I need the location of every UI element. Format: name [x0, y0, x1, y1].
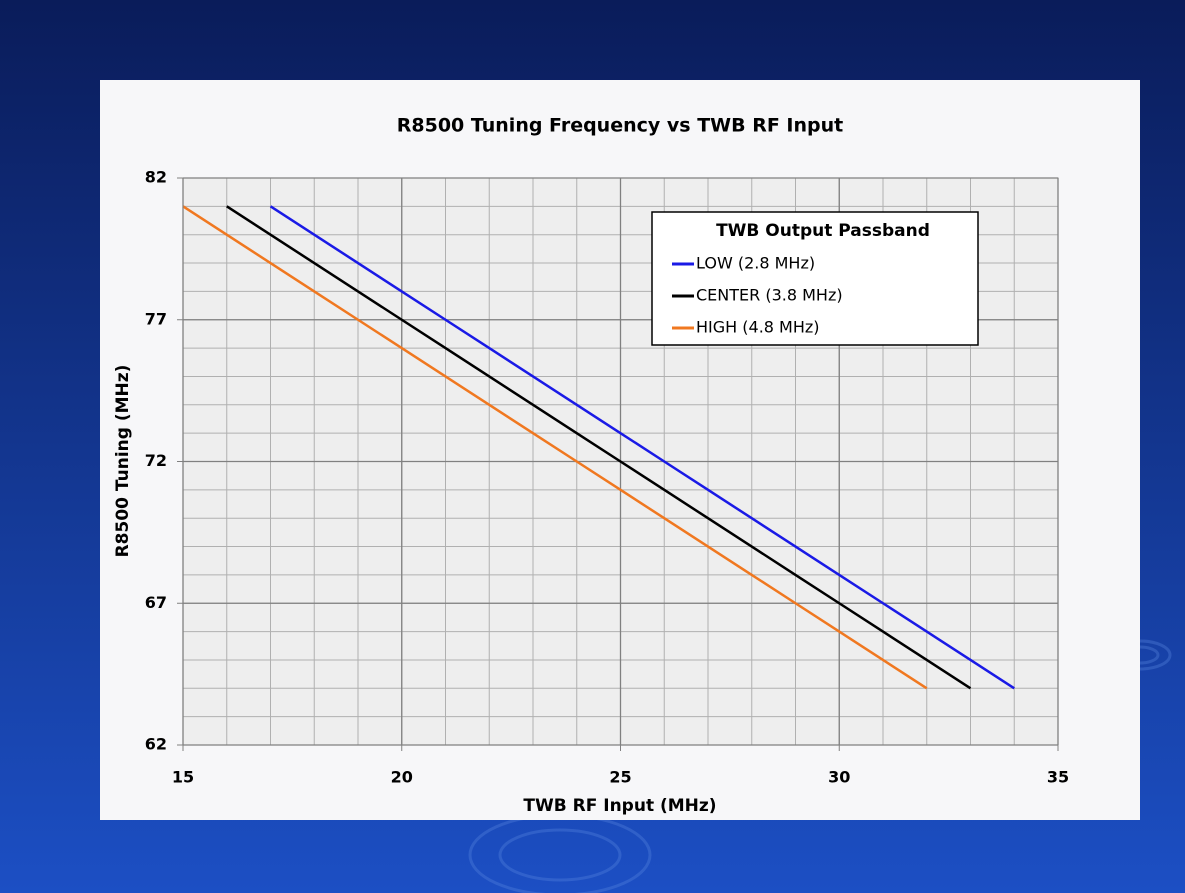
- y-tick-label: 72: [145, 451, 167, 470]
- series-line: [269, 205, 1015, 690]
- series-line: [182, 205, 928, 690]
- y-tick-label: 82: [145, 168, 167, 187]
- x-tick-label: 20: [391, 768, 413, 787]
- legend: TWB Output Passband LOW (2.8 MHz) CENTER (…: [651, 211, 979, 346]
- legend-box: [651, 211, 979, 346]
- y-tick-label: 77: [145, 309, 167, 328]
- plot-border: [182, 177, 1059, 746]
- legend-label: HIGH (4.8 MHz): [696, 318, 820, 337]
- legend-label: LOW (2.8 MHz): [696, 254, 815, 273]
- x-tick-label: 15: [172, 768, 194, 787]
- series-line: [226, 205, 972, 690]
- y-tick-label: 67: [145, 593, 167, 612]
- x-axis-title: TWB RF Input (MHz): [523, 796, 716, 816]
- y-axis-title: R8500 Tuning (MHz): [113, 365, 133, 558]
- legend-title: TWB Output Passband: [716, 221, 930, 241]
- x-tick-label: 30: [828, 768, 850, 787]
- x-tick-label: 35: [1047, 768, 1069, 787]
- chart-title: R8500 Tuning Frequency vs TWB RF Input: [397, 115, 843, 137]
- legend-label: CENTER (3.8 MHz): [696, 286, 843, 305]
- x-tick-label: 25: [609, 768, 631, 787]
- y-tick-label: 62: [145, 735, 167, 754]
- series-group: [182, 205, 1015, 690]
